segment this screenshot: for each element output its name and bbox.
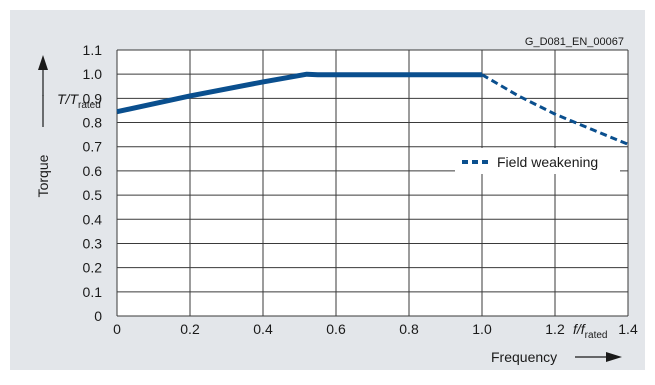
field-weakening-line	[481, 73, 629, 146]
y-tick-label: 1.0	[83, 66, 103, 82]
x-tick-label: 0	[113, 321, 121, 337]
plot-area	[117, 50, 628, 316]
x-tick-label: 0.2	[180, 321, 200, 337]
y-tick-label: 0.8	[83, 115, 103, 131]
y-tick-label: 0.2	[83, 260, 103, 276]
y-tick-label: 0.6	[83, 163, 103, 179]
x-tick-labels: 0 0.2 0.4 0.6 0.8 1.0 1.2 1.4	[113, 321, 638, 337]
y-axis-arrow-icon	[38, 55, 48, 70]
y-tick-label: 0.7	[83, 139, 103, 155]
y-ratio-label: T/Trated	[57, 91, 101, 111]
legend-label: Field weakening	[497, 154, 598, 170]
y-tick-labels: 0 0.1 0.2 0.3 0.4 0.5 0.6 0.7 0.8 0.9 1.0 1.1	[83, 42, 103, 324]
x-tick-label: 1.2	[545, 321, 565, 337]
figure-code: G_D081_EN_00067	[525, 36, 624, 48]
y-tick-label: 0.1	[83, 284, 103, 300]
x-ratio-label: f/frated	[573, 321, 607, 341]
torque-line	[116, 71, 482, 115]
y-axis-label: Torque	[35, 154, 51, 197]
x-axis-arrow-icon	[606, 352, 622, 362]
y-tick-label: 0.3	[83, 235, 103, 251]
y-tick-label: 1.1	[83, 42, 103, 58]
x-tick-label: 1.0	[472, 321, 492, 337]
series-group	[116, 71, 629, 146]
x-tick-label: 0.4	[253, 321, 273, 337]
y-tick-label: 0.5	[83, 187, 103, 203]
y-tick-label: 0.4	[83, 211, 103, 227]
x-axis-label: Frequency	[491, 349, 557, 365]
y-tick-label: 0.9	[83, 90, 103, 106]
x-tick-label: 1.4	[618, 321, 638, 337]
x-tick-label: 0.6	[326, 321, 346, 337]
x-tick-label: 0.8	[399, 321, 419, 337]
y-tick-label: 0	[94, 308, 102, 324]
